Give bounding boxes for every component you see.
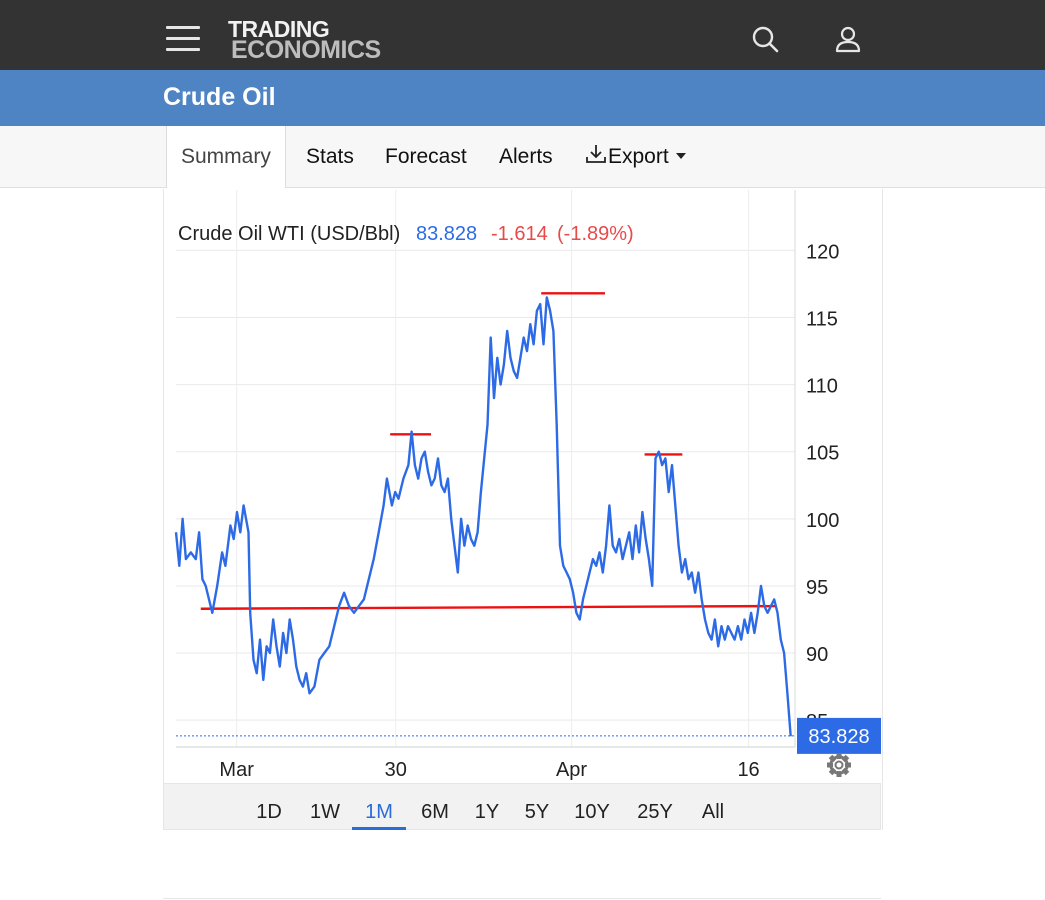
tab-bar: Summary Stats Forecast Alerts Export — [0, 126, 1045, 188]
range-selector: 1D 1W 1M 6M 1Y 5Y 10Y 25Y All — [163, 783, 881, 830]
title-bar: Crude Oil — [0, 70, 1045, 126]
download-icon — [586, 145, 606, 163]
logo-line1: TRADING — [228, 16, 330, 42]
divider — [163, 898, 881, 899]
range-button-1m[interactable]: 1M — [352, 784, 406, 830]
range-button-10y[interactable]: 10Y — [574, 801, 610, 823]
page-title: Crude Oil — [163, 83, 276, 111]
range-button-5y[interactable]: 5Y — [524, 801, 550, 823]
search-icon[interactable] — [750, 24, 780, 54]
range-button-1y[interactable]: 1Y — [474, 801, 500, 823]
range-button-1w[interactable]: 1W — [310, 801, 340, 823]
tab-forecast[interactable]: Forecast — [385, 145, 467, 168]
tab-stats[interactable]: Stats — [306, 145, 354, 168]
tab-summary[interactable]: Summary — [166, 126, 286, 188]
range-button-all[interactable]: All — [701, 801, 725, 823]
tab-export[interactable]: Export — [584, 126, 687, 187]
logo-line2: ECONOMICS — [231, 36, 381, 64]
top-header: TRADING ECONOMICS — [0, 0, 1045, 70]
range-button-6m[interactable]: 6M — [421, 801, 449, 823]
tab-alerts[interactable]: Alerts — [499, 145, 553, 168]
chart-panel — [163, 189, 883, 830]
export-label: Export — [608, 145, 669, 168]
user-icon[interactable] — [833, 24, 863, 54]
logo[interactable]: TRADING ECONOMICS — [228, 16, 381, 64]
hamburger-menu-icon[interactable] — [166, 26, 200, 52]
range-button-25y[interactable]: 25Y — [637, 801, 673, 823]
caret-down-icon — [675, 153, 686, 159]
range-button-1d[interactable]: 1D — [256, 801, 282, 823]
